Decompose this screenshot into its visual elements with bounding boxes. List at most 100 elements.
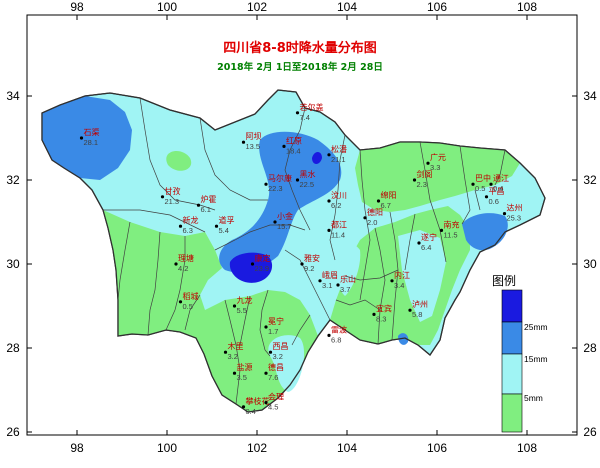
station: 德昌7.6 bbox=[264, 362, 284, 382]
county-boundary bbox=[147, 231, 161, 336]
x-tick-label-bottom: 98 bbox=[70, 441, 84, 455]
zone-5-15mm bbox=[334, 242, 361, 296]
station-value: 15.7 bbox=[277, 222, 292, 231]
station: 泸州5.8 bbox=[408, 299, 428, 319]
station-name: 攀枝花 bbox=[246, 396, 270, 406]
station-dot bbox=[300, 262, 304, 266]
station-name: 黑水 bbox=[300, 169, 316, 179]
station-value: 1.7 bbox=[268, 327, 278, 336]
county-boundary bbox=[259, 289, 271, 357]
legend-swatch-15-25 bbox=[501, 321, 523, 355]
zone-0-5mm bbox=[355, 142, 520, 212]
station-dot bbox=[264, 182, 268, 186]
y-tick-labels-right: 34 32 30 28 26 bbox=[572, 89, 597, 439]
y-tick-labels-left: 34 32 30 28 26 bbox=[6, 89, 32, 439]
station: 剑阁2.3 bbox=[412, 169, 433, 189]
station-dot bbox=[232, 304, 237, 308]
zone-0-5mm bbox=[166, 150, 192, 171]
station-value: 2.0 bbox=[367, 218, 377, 227]
y-tick-label-right: 32 bbox=[583, 173, 597, 187]
station-name: 冕宁 bbox=[268, 316, 284, 326]
station-name: 若尔盖 bbox=[300, 102, 324, 112]
legend-swatch-5-15 bbox=[501, 353, 523, 395]
station-name: 绵阳 bbox=[381, 190, 397, 200]
station-dot bbox=[196, 203, 201, 207]
county-boundaries bbox=[41, 89, 546, 413]
station-value: 9.2 bbox=[304, 264, 314, 273]
county-boundary bbox=[165, 236, 186, 331]
station: 冕宁1.7 bbox=[264, 316, 284, 336]
station-value: 6.7 bbox=[381, 201, 391, 210]
x-tick-label-bottom: 102 bbox=[247, 441, 267, 455]
y-tick-label-right: 34 bbox=[583, 89, 597, 103]
station-dot bbox=[408, 308, 412, 312]
county-boundary bbox=[419, 141, 447, 263]
legend-label-5: 5mm bbox=[524, 393, 543, 403]
rainfall-layers bbox=[41, 89, 546, 413]
station: 雷波6.8 bbox=[327, 324, 347, 344]
station-name: 遂宁 bbox=[421, 232, 437, 242]
zone-15-25mm bbox=[462, 213, 508, 251]
station: 炉霍6.1 bbox=[196, 194, 217, 214]
station-name: 西昌 bbox=[273, 342, 289, 351]
station-dot bbox=[426, 161, 430, 165]
station: 峨眉3.1 bbox=[318, 270, 338, 290]
station-name: 泸州 bbox=[412, 299, 428, 309]
x-tick-label-bottom: 106 bbox=[427, 441, 447, 455]
station-value: 13.5 bbox=[246, 142, 261, 151]
station-name: 达州 bbox=[507, 203, 523, 213]
county-boundary bbox=[329, 134, 346, 261]
map-subtitle: 2018年 2月 1日至2018年 2月 28日 bbox=[217, 61, 383, 73]
station-value: 6.4 bbox=[421, 243, 431, 252]
x-tick-label-top: 98 bbox=[70, 0, 84, 14]
station-dot bbox=[327, 333, 331, 337]
station-dot bbox=[376, 199, 381, 203]
station-name: 德昌 bbox=[268, 362, 284, 372]
y-tick-label-right: 26 bbox=[583, 425, 597, 439]
station-value: 3.4 bbox=[394, 281, 404, 290]
station-dot bbox=[178, 300, 183, 304]
station-name: 炉霍 bbox=[201, 194, 217, 204]
station-name: 雷波 bbox=[331, 324, 347, 334]
station-dot bbox=[372, 312, 376, 316]
county-boundary bbox=[344, 269, 399, 281]
station-name: 九龙 bbox=[237, 295, 253, 305]
station-dot bbox=[417, 241, 421, 245]
station: 九龙5.5 bbox=[232, 295, 253, 315]
station-dot bbox=[484, 195, 489, 199]
station-name: 木里 bbox=[228, 341, 244, 351]
station: 绵阳6.7 bbox=[376, 190, 397, 210]
county-boundary bbox=[214, 224, 306, 251]
station-value: 6.1 bbox=[201, 205, 211, 214]
station-value: 0.5 bbox=[183, 302, 193, 311]
station-value: 3.7 bbox=[340, 285, 350, 294]
station-value: 25.3 bbox=[507, 214, 522, 223]
station-name: 都江 bbox=[331, 220, 347, 229]
station-value: 8.3 bbox=[376, 314, 386, 323]
station: 遂宁6.4 bbox=[417, 232, 437, 252]
station-dot bbox=[471, 182, 475, 186]
station: 宜宾8.3 bbox=[372, 303, 392, 323]
x-tick-label-top: 106 bbox=[427, 0, 447, 14]
county-boundary bbox=[284, 249, 331, 321]
station-dot bbox=[223, 350, 228, 354]
station-name: 剑阁 bbox=[417, 169, 433, 179]
county-boundary bbox=[224, 299, 241, 405]
station: 通江0.4 bbox=[489, 173, 509, 193]
legend-label-25: 25mm bbox=[524, 322, 548, 332]
province-border bbox=[41, 89, 546, 413]
station-dot bbox=[273, 220, 277, 224]
station-value: 6.3 bbox=[183, 226, 193, 235]
y-tick-label-left: 30 bbox=[6, 257, 20, 271]
station-dot bbox=[390, 279, 394, 283]
station-value: 21.1 bbox=[331, 155, 346, 164]
station-value: 3.3 bbox=[430, 163, 440, 172]
x-tick-label-bottom: 100 bbox=[157, 441, 177, 455]
zone-25mm-plus bbox=[229, 252, 273, 283]
station-name: 松潘 bbox=[331, 144, 347, 154]
